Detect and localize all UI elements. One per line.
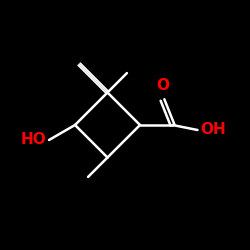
Text: O: O <box>156 78 169 92</box>
Text: OH: OH <box>200 122 226 138</box>
Text: HO: HO <box>21 132 46 148</box>
